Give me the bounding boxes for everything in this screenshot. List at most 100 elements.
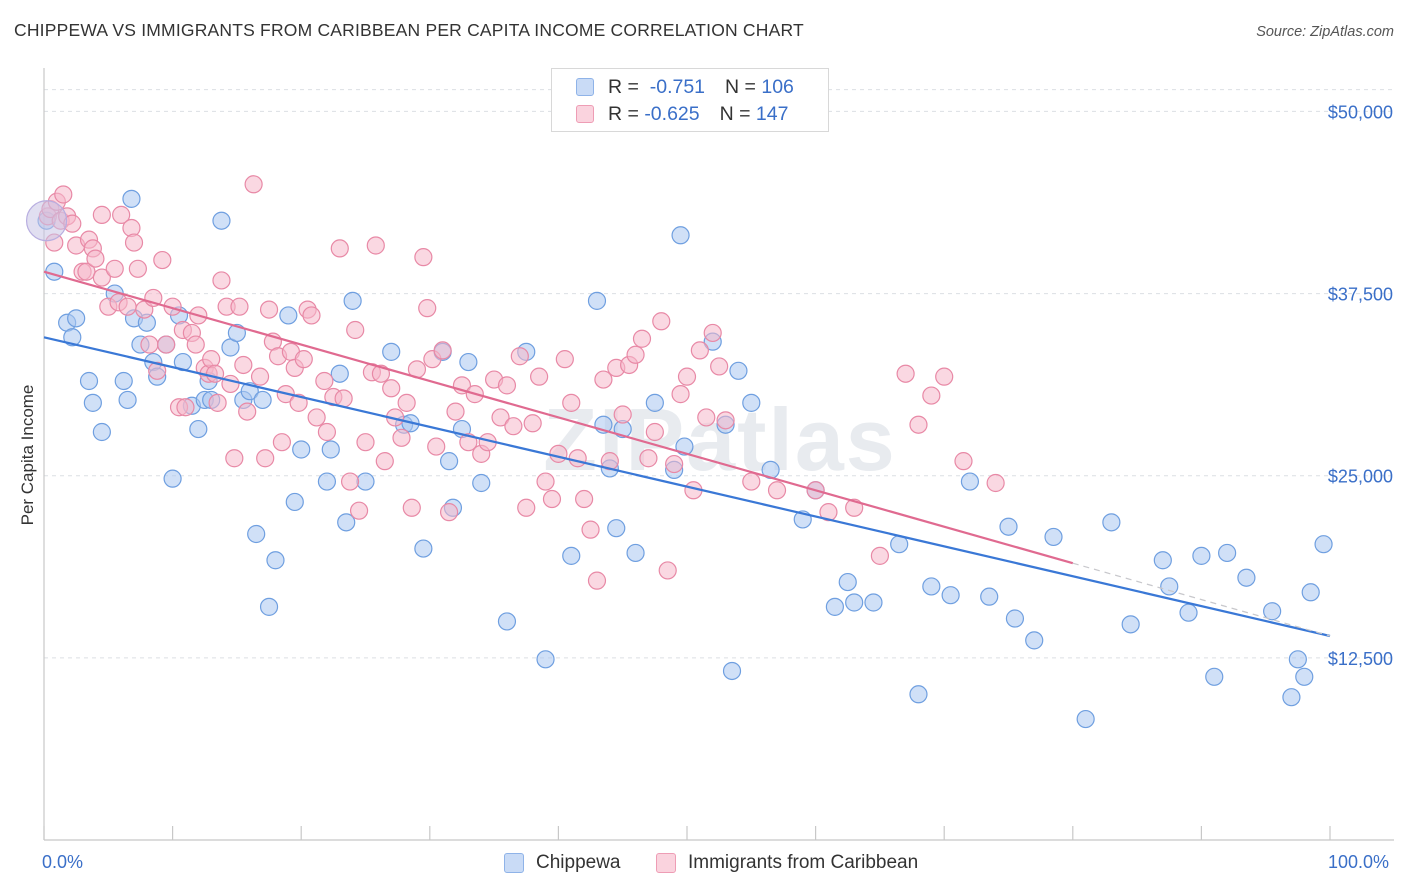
- r-label: R =: [608, 102, 639, 125]
- caribbean-point: [549, 444, 568, 463]
- caribbean-point: [272, 433, 292, 452]
- chippewa-point: [1160, 577, 1179, 596]
- caribbean-point: [366, 236, 385, 255]
- caribbean-point: [124, 233, 144, 252]
- chippewa-trend-line: [43, 336, 1331, 638]
- chippewa-point: [67, 309, 86, 328]
- caribbean-point: [433, 341, 452, 360]
- caribbean-point: [54, 185, 73, 204]
- caribbean-point: [555, 350, 574, 369]
- caribbean-point: [517, 498, 536, 517]
- chippewa-point: [459, 352, 478, 372]
- caribbean-point: [92, 268, 111, 287]
- caribbean-point: [986, 473, 1005, 493]
- caribbean-point: [418, 299, 437, 318]
- caribbean-point: [317, 422, 337, 442]
- caribbean-point: [176, 398, 195, 417]
- caribbean-point: [346, 320, 365, 340]
- caribbean-point: [677, 367, 697, 386]
- caribbean-point: [504, 417, 523, 436]
- chippewa-point: [587, 291, 607, 310]
- chippewa-point: [1192, 546, 1211, 565]
- caribbean-point: [244, 175, 263, 194]
- caribbean-point: [148, 361, 167, 380]
- n-value: 106: [761, 75, 794, 98]
- chippewa-point: [292, 440, 311, 459]
- caribbean-point: [294, 350, 313, 369]
- y-tick-label: $12,500: [1328, 649, 1393, 669]
- x-max-label: 100.0%: [1328, 852, 1390, 872]
- caribbean-point: [289, 393, 308, 412]
- stats-row-caribbean: R = -0.625 N = 147: [552, 101, 788, 127]
- chippewa-point: [337, 513, 356, 532]
- chippewa-point: [253, 390, 272, 410]
- chippewa-point: [1179, 603, 1198, 622]
- trend-lines: [43, 270, 1331, 638]
- r-value: -0.625: [644, 102, 700, 125]
- chippewa-point: [497, 612, 517, 631]
- chippewa-point: [472, 473, 491, 493]
- caribbean-point: [510, 347, 529, 366]
- chippewa-point: [1282, 688, 1301, 707]
- caribbean-point: [716, 411, 735, 430]
- chippewa-legend-swatch: [504, 853, 524, 873]
- chippewa-point: [259, 597, 279, 616]
- chippewa-point: [1237, 568, 1256, 587]
- caribbean-point: [665, 454, 684, 474]
- caribbean-point: [375, 452, 394, 471]
- chippewa-point: [1044, 527, 1063, 547]
- chippewa-point: [845, 593, 864, 612]
- caribbean-point: [118, 297, 137, 316]
- caribbean-point: [427, 437, 446, 456]
- chippewa-point: [212, 211, 231, 230]
- caribbean-point: [225, 449, 244, 468]
- chippewa-point: [79, 371, 99, 391]
- caribbean-point: [767, 481, 787, 500]
- caribbean-point: [212, 271, 231, 290]
- caribbean-point: [639, 449, 658, 468]
- chart-title: CHIPPEWA VS IMMIGRANTS FROM CARIBBEAN PE…: [14, 20, 804, 40]
- chippewa-point: [1076, 709, 1095, 729]
- chippewa-point: [999, 517, 1018, 536]
- caribbean-point: [250, 367, 270, 386]
- caribbean-point: [819, 503, 838, 522]
- caribbean-point: [742, 472, 761, 491]
- caribbean-point: [315, 371, 334, 391]
- caribbean-point: [710, 357, 729, 376]
- caribbean-point: [587, 571, 607, 590]
- caribbean-point: [234, 355, 253, 375]
- chippewa-point: [122, 189, 141, 208]
- caribbean-point: [205, 364, 225, 383]
- chippewa-point: [1102, 513, 1121, 532]
- chippewa-point: [382, 342, 401, 361]
- caribbean-point: [230, 297, 249, 316]
- caribbean-trend-line: [43, 270, 1074, 565]
- chippewa-point: [1288, 650, 1307, 669]
- y-tick-label: $25,000: [1328, 467, 1393, 487]
- caribbean-point: [568, 449, 587, 468]
- caribbean-point: [530, 367, 549, 386]
- caribbean-point: [382, 379, 401, 398]
- caribbean-trend-extension: [1072, 562, 1331, 637]
- caribbean-point: [186, 335, 205, 354]
- watermark: ZIPatlas: [543, 390, 896, 489]
- chippewa-point: [825, 597, 844, 616]
- chippewa-point: [279, 306, 298, 325]
- caribbean-point: [542, 489, 562, 509]
- chippewa-point: [321, 440, 340, 459]
- chippewa-point: [645, 393, 664, 412]
- chippewa-point: [980, 587, 999, 606]
- chippewa-point: [909, 685, 928, 704]
- caribbean-point: [356, 433, 375, 452]
- caribbean-point: [922, 386, 941, 405]
- chippewa-point: [343, 291, 362, 310]
- caribbean-point: [302, 306, 321, 325]
- chippewa-point: [317, 472, 337, 491]
- n-label: N =: [719, 102, 751, 125]
- caribbean-point: [128, 259, 147, 278]
- cluster-point: [25, 200, 68, 242]
- caribbean-point: [909, 415, 928, 434]
- caribbean-point: [105, 259, 124, 278]
- caribbean-point: [330, 239, 349, 258]
- caribbean-point: [238, 402, 257, 421]
